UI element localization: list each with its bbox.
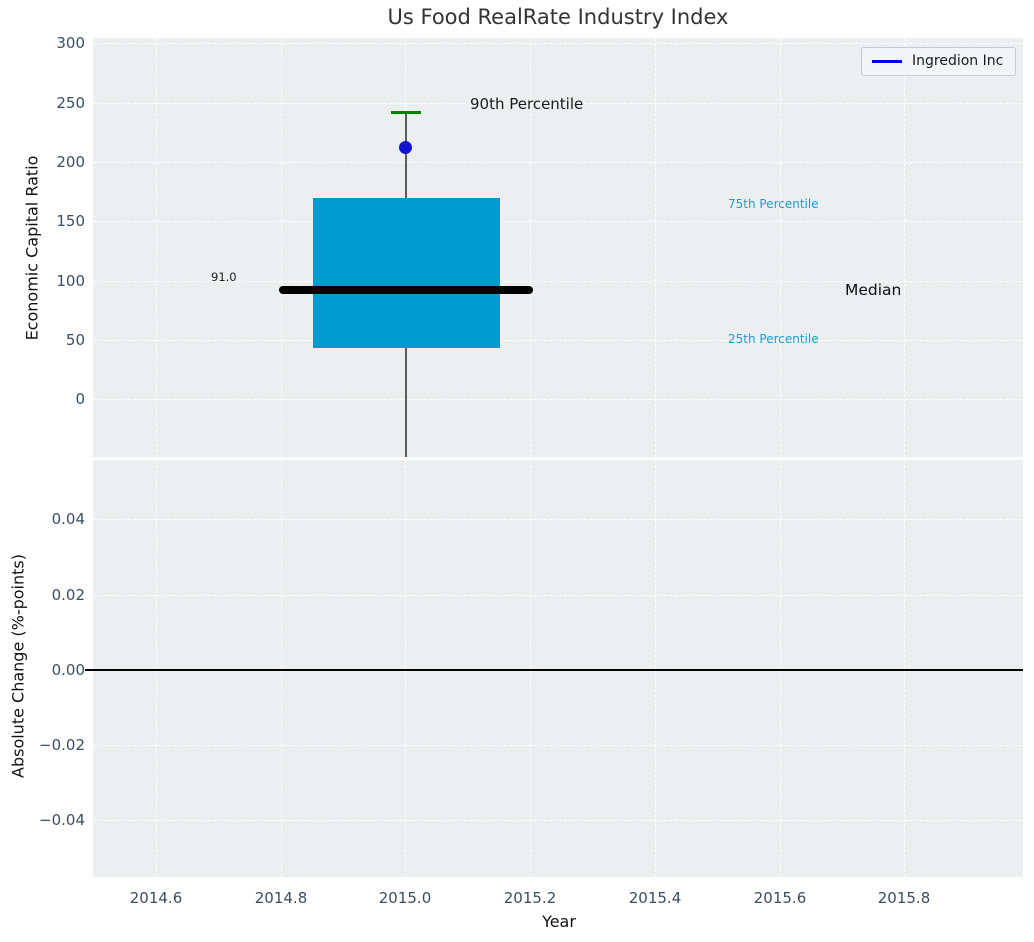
- top-y-axis-label: Economic Capital Ratio: [22, 155, 42, 341]
- horizontal-gridline: [93, 595, 1023, 596]
- vertical-gridline: [904, 38, 905, 457]
- y-tick-label: 100: [56, 272, 85, 290]
- bottom-y-axis-label: Absolute Change (%-points): [8, 554, 28, 778]
- legend-line-sample: [872, 60, 902, 63]
- vertical-gridline: [904, 460, 905, 877]
- vertical-gridline: [405, 460, 406, 877]
- vertical-gridline: [530, 38, 531, 457]
- bottom-plot-area: [85, 460, 1023, 877]
- vertical-gridline: [780, 38, 781, 457]
- y-tick-label: 0.04: [51, 510, 85, 528]
- chart-title: Us Food RealRate Industry Index: [387, 5, 729, 29]
- annotation-25th-percentile: 25th Percentile: [728, 332, 819, 346]
- horizontal-gridline: [93, 281, 1023, 282]
- horizontal-gridline: [93, 820, 1023, 821]
- x-axis-label: Year: [542, 912, 576, 931]
- horizontal-gridline: [93, 519, 1023, 520]
- x-tick-label: 2015.4: [628, 889, 682, 907]
- annotation-median: Median: [845, 281, 902, 299]
- boxplot-iqr-box: [313, 198, 500, 348]
- y-tick-label: 50: [65, 331, 85, 349]
- horizontal-gridline: [93, 399, 1023, 400]
- y-tick-label: −0.02: [39, 736, 85, 754]
- vertical-gridline: [156, 460, 157, 877]
- horizontal-gridline: [93, 162, 1023, 163]
- x-tick-label: 2015.0: [378, 889, 432, 907]
- horizontal-gridline: [93, 340, 1023, 341]
- y-tick-label: 0.02: [51, 586, 85, 604]
- vertical-gridline: [156, 38, 157, 457]
- y-tick-label: 0.00: [51, 661, 85, 679]
- boxplot-median-line: [279, 286, 533, 294]
- x-tick-label: 2015.2: [503, 889, 557, 907]
- zero-reference-line: [85, 669, 1023, 671]
- horizontal-gridline: [93, 103, 1023, 104]
- horizontal-gridline: [93, 43, 1023, 44]
- y-tick-label: −0.04: [39, 811, 85, 829]
- y-tick-label: 200: [56, 153, 85, 171]
- x-tick-label: 2015.6: [753, 889, 807, 907]
- y-tick-label: 150: [56, 212, 85, 230]
- horizontal-gridline: [93, 221, 1023, 222]
- boxplot-90th-percentile-cap: [391, 111, 421, 114]
- x-tick-label: 2014.6: [129, 889, 183, 907]
- y-tick-label: 0: [75, 390, 85, 408]
- vertical-gridline: [530, 460, 531, 877]
- horizontal-gridline: [93, 745, 1023, 746]
- vertical-gridline: [655, 460, 656, 877]
- legend-box: Ingredion Inc: [861, 47, 1016, 76]
- x-tick-label: 2014.8: [254, 889, 308, 907]
- legend-entry-label: Ingredion Inc: [912, 53, 1004, 69]
- annotation-median-value: 91.0: [211, 270, 237, 284]
- ingredion-data-point: [399, 141, 412, 154]
- x-tick-label: 2015.8: [877, 889, 931, 907]
- annotation-75th-percentile: 75th Percentile: [728, 197, 819, 211]
- vertical-gridline: [655, 38, 656, 457]
- top-plot-area: 90th Percentile 75th Percentile 25th Per…: [93, 38, 1023, 457]
- vertical-gridline: [780, 460, 781, 877]
- annotation-90th-percentile: 90th Percentile: [470, 95, 584, 113]
- y-tick-label: 250: [56, 94, 85, 112]
- vertical-gridline: [281, 460, 282, 877]
- y-tick-label: 300: [56, 34, 85, 52]
- vertical-gridline: [281, 38, 282, 457]
